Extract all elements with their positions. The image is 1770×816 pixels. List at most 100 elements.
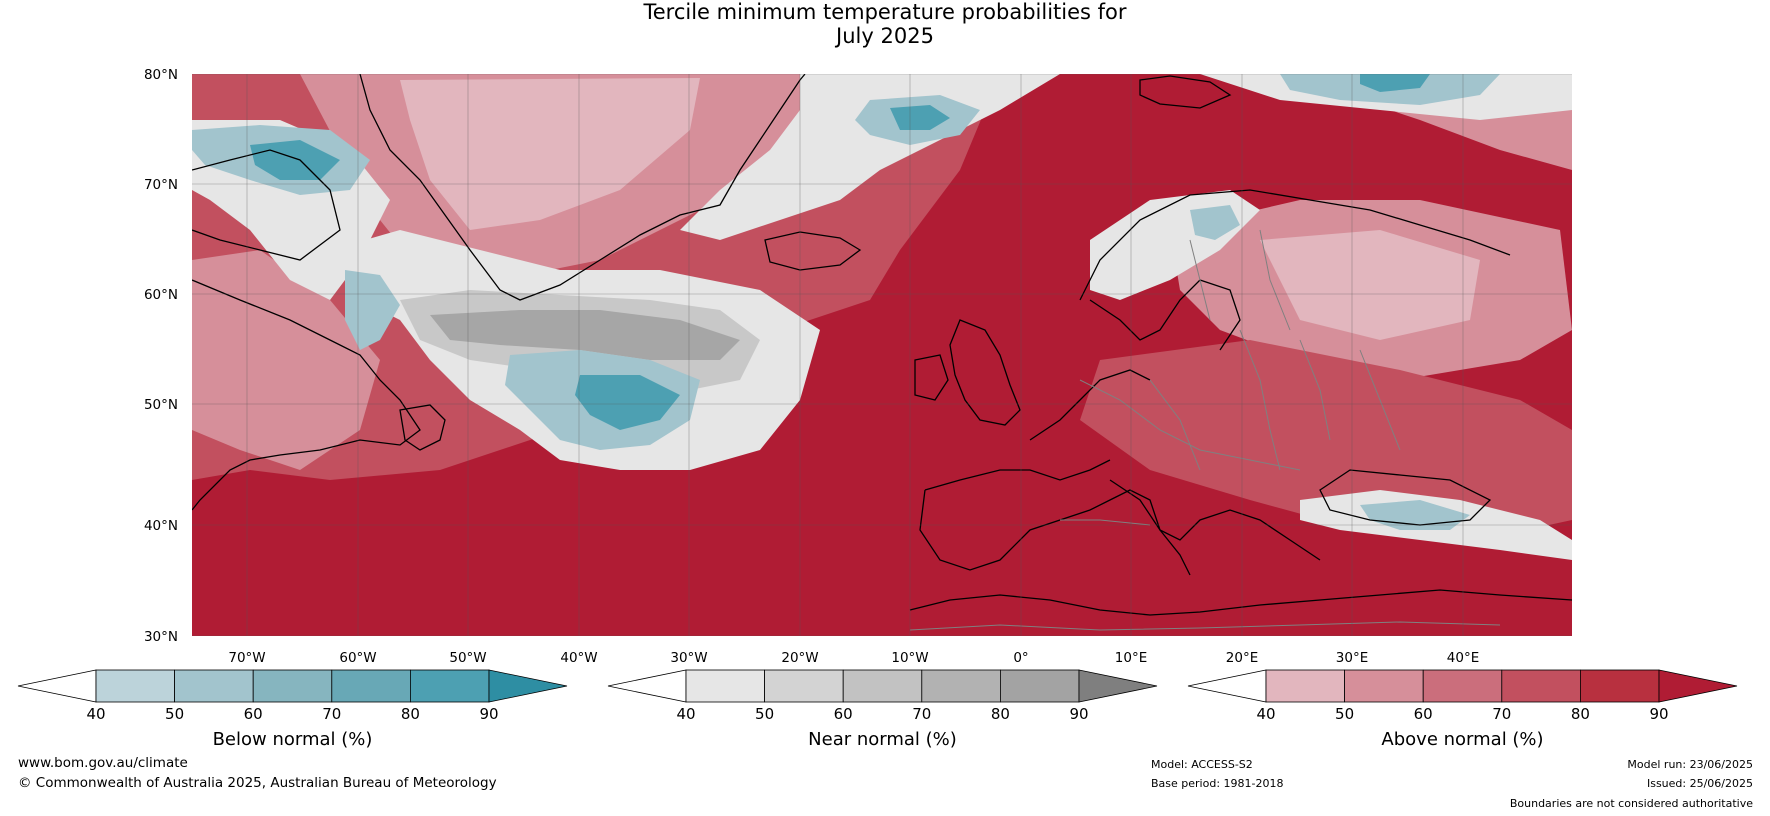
colorbar-segment bbox=[409, 669, 490, 703]
footer-model: Model: ACCESS-S2 bbox=[1151, 758, 1253, 771]
latitude-label: 30°N bbox=[144, 629, 178, 645]
colorbar-tick-label: 90 bbox=[479, 705, 498, 723]
coastlines bbox=[192, 74, 1572, 616]
footer-base-period: Base period: 1981-2018 bbox=[1151, 777, 1284, 790]
near-normal-dark-atlantic bbox=[430, 310, 740, 360]
colorbar-tick-label: 60 bbox=[1414, 705, 1433, 723]
colorbar-segment bbox=[1422, 669, 1503, 703]
scandinavia-coastline bbox=[1079, 189, 1511, 351]
baffin-coastline bbox=[192, 149, 341, 261]
uk-coastline bbox=[949, 319, 1021, 426]
map-field bbox=[192, 74, 1572, 636]
longitude-label: 30°E bbox=[1336, 650, 1368, 666]
colorbar-under-triangle bbox=[17, 669, 97, 703]
below-normal-dark-atlantic bbox=[575, 375, 680, 430]
footer-copyright: © Commonwealth of Australia 2025, Austra… bbox=[18, 775, 497, 791]
ireland-coastline bbox=[914, 354, 949, 401]
colorbar-over-triangle bbox=[488, 669, 568, 703]
colorbar-segment bbox=[842, 669, 923, 703]
europe-coastline bbox=[919, 369, 1321, 571]
longitude-label: 30°W bbox=[670, 650, 707, 666]
colorbar-tick-label: 70 bbox=[912, 705, 931, 723]
footer-website[interactable]: www.bom.gov.au/climate bbox=[18, 755, 188, 771]
colorbar-segment bbox=[921, 669, 1001, 703]
iceland-coastline bbox=[764, 231, 862, 271]
colorbar-tick-label: 50 bbox=[1335, 705, 1354, 723]
colorbar-tick-label: 80 bbox=[1571, 705, 1590, 723]
colorbar-tick-label: 80 bbox=[401, 705, 420, 723]
colorbar-tick-label: 90 bbox=[1069, 705, 1088, 723]
colorbar-title: Above normal (%) bbox=[1381, 729, 1543, 750]
longitude-label: 20°E bbox=[1226, 650, 1258, 666]
colorbar-title: Below normal (%) bbox=[213, 729, 373, 750]
colorbar-segment bbox=[252, 669, 333, 703]
longitude-axis: 70°W 60°W 50°W 40°W 30°W 20°W 10°W 0° 10°E 20°E 30… bbox=[228, 650, 1479, 666]
title-line-1: Tercile minimum temperature probabilitie… bbox=[643, 0, 1127, 24]
colorbar-legends: 40 50 60 70 80 90 Below normal (%) 40 50 60 70 80 90… bbox=[17, 669, 1738, 750]
colorbar-tick-label: 60 bbox=[834, 705, 853, 723]
longitude-label: 10°E bbox=[1115, 650, 1147, 666]
colorbar-over-triangle bbox=[1078, 669, 1158, 703]
colorbar-tick-label: 80 bbox=[991, 705, 1010, 723]
below-normal-dark-baffin bbox=[250, 140, 340, 180]
below-normal-light-labrador-sea bbox=[345, 270, 400, 350]
footer-model-run: Model run: 23/06/2025 bbox=[1627, 758, 1753, 771]
greenland-coastline bbox=[359, 74, 806, 301]
european-borders bbox=[909, 229, 1501, 631]
colorbar-segment bbox=[1344, 669, 1424, 703]
colorbar-above: 40 50 60 70 80 90 Above normal (%) bbox=[1187, 669, 1738, 750]
colorbar-segment bbox=[1265, 669, 1345, 703]
newfoundland-coastline bbox=[399, 404, 446, 451]
title-line-2: July 2025 bbox=[836, 24, 934, 48]
longitude-label: 50°W bbox=[449, 650, 486, 666]
colorbar-near: 40 50 60 70 80 90 Near normal (%) bbox=[607, 669, 1158, 750]
latitude-label: 70°N bbox=[144, 177, 178, 193]
colorbar-under-triangle bbox=[1187, 669, 1267, 703]
colorbar-tick-label: 70 bbox=[322, 705, 341, 723]
colorbar-segment bbox=[174, 669, 254, 703]
footer-disclaimer: Boundaries are not considered authoritat… bbox=[1509, 797, 1753, 810]
black-sea-coastline bbox=[1319, 469, 1492, 526]
below-normal-dark-arctic bbox=[1360, 74, 1430, 92]
colorbar-tick-label: 40 bbox=[676, 705, 695, 723]
above-faint-region-russia bbox=[1260, 230, 1480, 340]
graticule bbox=[192, 74, 1572, 636]
colorbar-tick-label: 40 bbox=[86, 705, 105, 723]
colorbar-segment bbox=[331, 669, 411, 703]
country-borders bbox=[909, 229, 1501, 631]
colorbar-below: 40 50 60 70 80 90 Below normal (%) bbox=[17, 669, 568, 750]
longitude-label: 40°E bbox=[1447, 650, 1479, 666]
chart-title: Tercile minimum temperature probabilitie… bbox=[0, 0, 1770, 48]
below-normal-dark-norwegian-sea bbox=[890, 105, 950, 130]
svalbard-coastline bbox=[1139, 75, 1232, 109]
footer-issued: Issued: 25/06/2025 bbox=[1646, 777, 1753, 790]
latitude-label: 80°N bbox=[144, 67, 178, 83]
colorbar-segment bbox=[1501, 669, 1581, 703]
colorbar-tick-label: 50 bbox=[165, 705, 184, 723]
longitude-label: 60°W bbox=[339, 650, 376, 666]
longitude-label: 10°W bbox=[891, 650, 928, 666]
longitude-label: 0° bbox=[1013, 650, 1028, 666]
labrador-coastline bbox=[192, 279, 421, 511]
colorbar-title: Near normal (%) bbox=[808, 729, 957, 750]
colorbar-tick-label: 70 bbox=[1492, 705, 1511, 723]
latitude-label: 40°N bbox=[144, 518, 178, 534]
below-normal-light-scandinavia bbox=[1190, 205, 1240, 240]
colorbar-segment bbox=[685, 669, 765, 703]
colorbar-segment bbox=[764, 669, 844, 703]
longitude-label: 20°W bbox=[781, 650, 818, 666]
above-faint-region-greenland bbox=[400, 78, 700, 230]
colorbar-segment bbox=[1580, 669, 1660, 703]
longitude-label: 40°W bbox=[560, 650, 597, 666]
above-light-region-labrador bbox=[192, 250, 380, 470]
colorbar-tick-label: 90 bbox=[1649, 705, 1668, 723]
latitude-label: 60°N bbox=[144, 287, 178, 303]
colorbar-segment bbox=[95, 669, 175, 703]
colorbar-under-triangle bbox=[607, 669, 687, 703]
colorbar-tick-label: 40 bbox=[1256, 705, 1275, 723]
colorbar-tick-label: 50 bbox=[755, 705, 774, 723]
latitude-axis: 80°N 70°N 60°N 50°N 40°N 30°N bbox=[144, 67, 178, 645]
longitude-label: 70°W bbox=[228, 650, 265, 666]
colorbar-tick-label: 60 bbox=[244, 705, 263, 723]
